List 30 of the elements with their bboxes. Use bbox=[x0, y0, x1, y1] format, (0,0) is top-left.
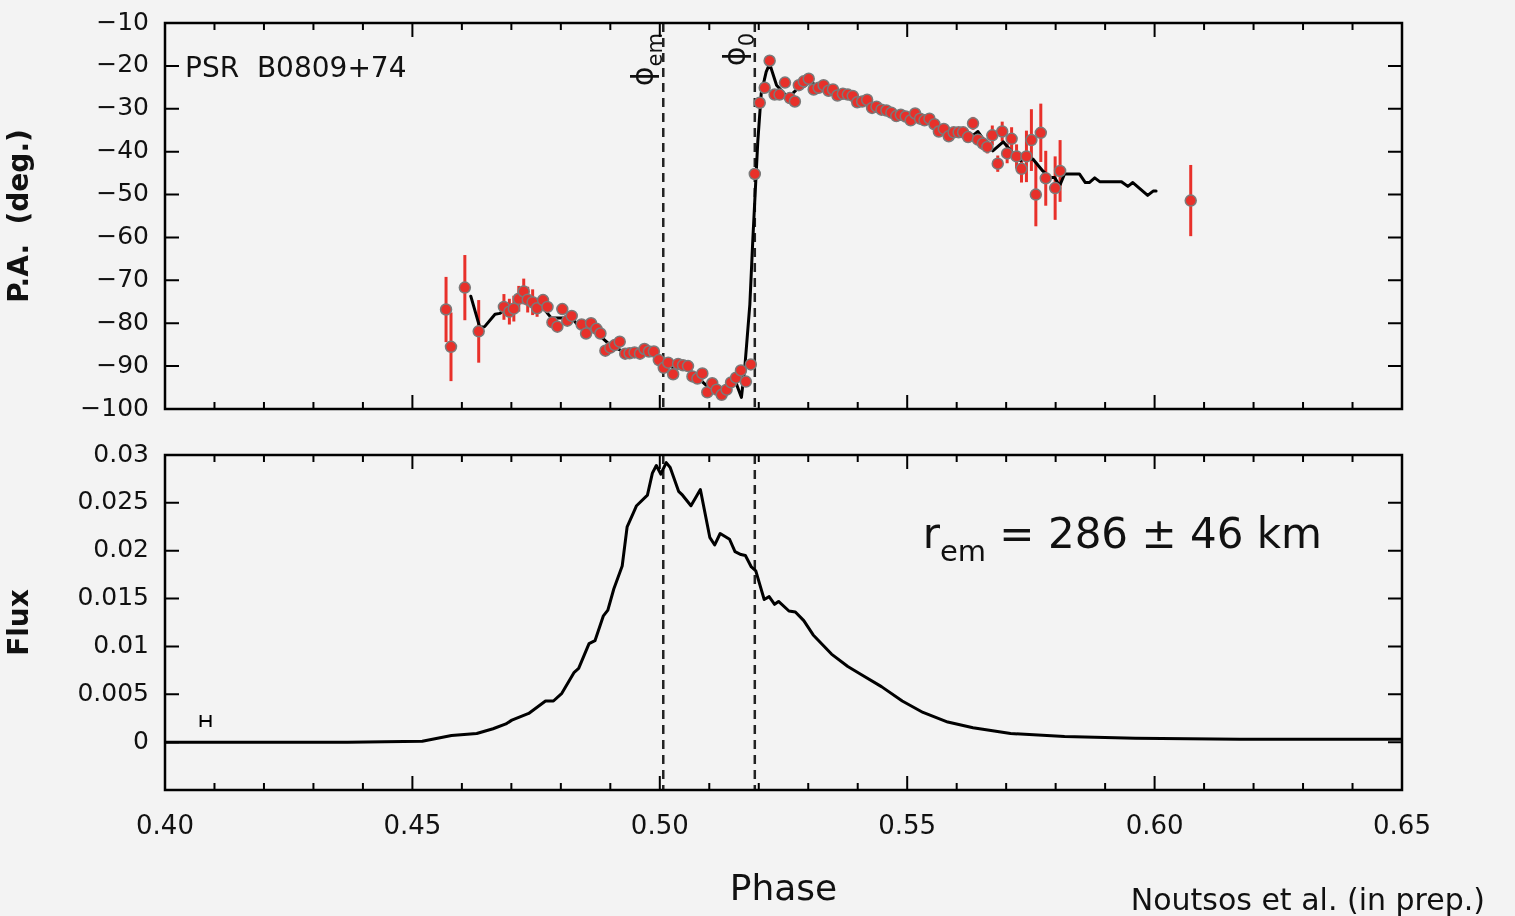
x-tick-label: 0.55 bbox=[878, 810, 937, 841]
x-tick-label: 0.60 bbox=[1125, 810, 1184, 841]
x-tick-label: 0.50 bbox=[630, 810, 689, 841]
y-tick-label: 0.03 bbox=[93, 438, 149, 468]
y-tick-label: −30 bbox=[96, 92, 149, 122]
y-tick-label: 0 bbox=[133, 725, 149, 755]
ref-line-label: ϕ0 bbox=[716, 32, 759, 67]
y-tick-label: 0.02 bbox=[93, 534, 149, 564]
ref-line-label: ϕem bbox=[625, 32, 668, 87]
y-tick-label: −10 bbox=[96, 6, 149, 36]
x-tick-label: 0.45 bbox=[383, 810, 442, 841]
y-tick-label: −90 bbox=[96, 349, 149, 379]
x-tick-label: 0.65 bbox=[1373, 810, 1431, 841]
annotation: PSR B0809+74 bbox=[185, 51, 407, 84]
x-axis-title: Phase bbox=[729, 866, 838, 908]
y-tick-label: −100 bbox=[80, 392, 149, 422]
y-axis-title: Flux bbox=[2, 589, 36, 656]
y-tick-label: 0.01 bbox=[93, 629, 149, 659]
y-tick-label: −60 bbox=[96, 220, 149, 250]
y-tick-label: −70 bbox=[96, 263, 149, 293]
y-tick-label: −20 bbox=[96, 49, 149, 79]
y-tick-label: 0.005 bbox=[77, 677, 149, 707]
y-tick-label: −80 bbox=[96, 306, 149, 336]
text: Noutsos et al. (in prep.) bbox=[1130, 882, 1486, 916]
x-tick-label: 0.40 bbox=[136, 810, 194, 841]
y-tick-label: −50 bbox=[96, 178, 149, 208]
y-tick-label: −40 bbox=[96, 135, 149, 165]
y-tick-label: 0.015 bbox=[77, 582, 149, 612]
y-tick-label: 0.025 bbox=[77, 486, 149, 516]
y-axis-title: P.A. (deg.) bbox=[2, 129, 36, 303]
